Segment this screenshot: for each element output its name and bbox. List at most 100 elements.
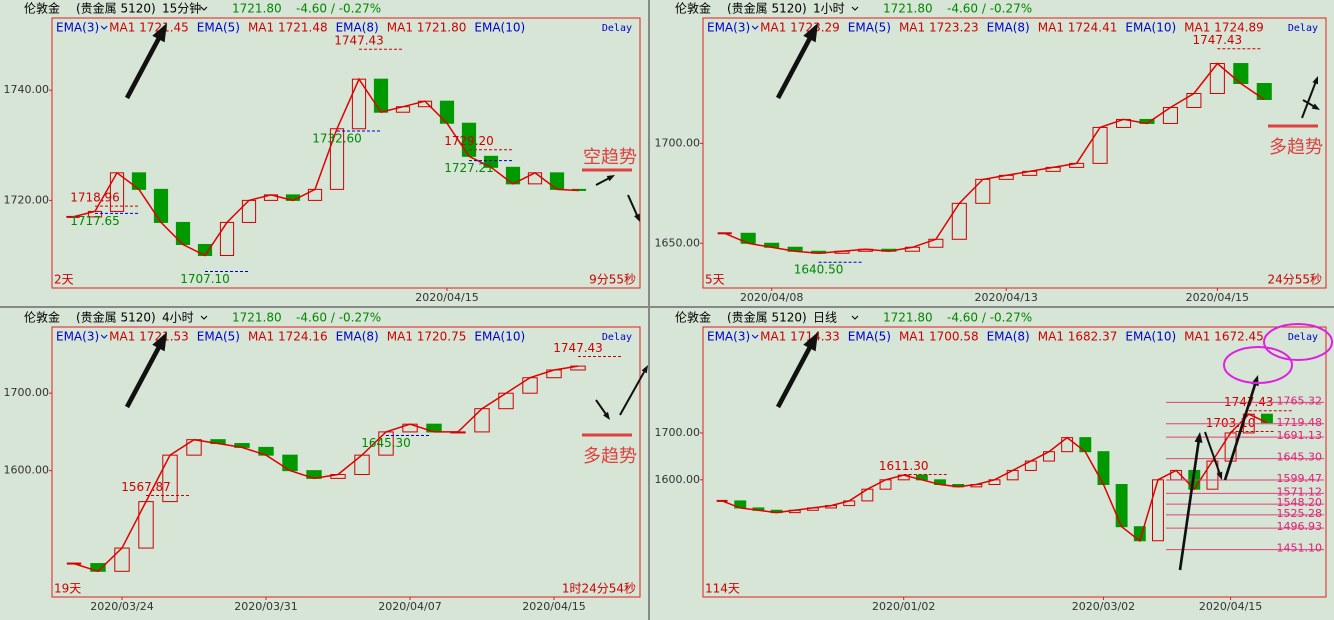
plot-frame — [702, 326, 1327, 598]
arrow — [627, 194, 640, 222]
arrow — [1178, 432, 1203, 571]
indicator-label: EMA(3) — [707, 330, 750, 344]
price-label: 1707.10 — [180, 272, 230, 286]
y-tick-label: 1720.00 — [4, 193, 50, 206]
trend-label: 空趋势 — [583, 147, 637, 168]
arrow — [124, 332, 167, 409]
dropdown-chevron — [751, 334, 759, 339]
elapsed-days: 114天 — [705, 582, 740, 596]
header-field: 15分钟 — [162, 1, 201, 16]
x-tick-label: 2020/03/02 — [1072, 600, 1135, 613]
indicator-label: EMA(5) — [848, 21, 891, 35]
level-label: 1548.20 — [1277, 496, 1323, 509]
arrow — [1301, 76, 1319, 119]
level-label: 1451.10 — [1277, 542, 1323, 555]
header-field: 伦敦金 — [675, 310, 711, 325]
indicator-label: EMA(8) — [987, 21, 1030, 35]
price-label: 1640.50 — [794, 263, 844, 277]
level-label: 1496.93 — [1277, 520, 1323, 533]
plot-frame — [51, 17, 641, 289]
arrow — [124, 23, 167, 100]
arrow — [1302, 99, 1320, 110]
y-tick-label: 1700.00 — [655, 136, 701, 149]
arrow — [1204, 431, 1223, 480]
header-field: 4小时 — [162, 311, 194, 325]
indicator-label: MA1 1721.45 — [109, 21, 189, 35]
indicator-label: EMA(3) — [56, 21, 99, 35]
header-field: 1721.80 — [883, 2, 933, 16]
x-tick-label: 2020/04/07 — [378, 600, 441, 613]
price-label: 1645.30 — [361, 436, 411, 450]
delay-label: Delay — [602, 23, 632, 34]
header-field: (贵金属 5120) — [727, 1, 807, 16]
dropdown-chevron — [200, 315, 208, 320]
candle — [1233, 63, 1249, 85]
header-field: 1721.80 — [883, 311, 933, 325]
x-tick-label: 2020/03/24 — [90, 600, 153, 613]
countdown: 1时24分54秒 — [562, 582, 636, 596]
indicator-label: MA1 1672.45 — [1184, 330, 1264, 344]
candle — [439, 100, 455, 124]
candle — [716, 499, 728, 502]
indicator-label: MA1 1700.58 — [899, 330, 979, 344]
indicator-label: EMA(10) — [474, 330, 525, 344]
plot-frame — [702, 17, 1327, 289]
header-field: -4.60 / -0.27% — [947, 311, 1032, 325]
y-tick-label: 1600.00 — [655, 473, 701, 486]
elapsed-days: 5天 — [705, 273, 725, 287]
dropdown-chevron — [100, 334, 108, 339]
level-label: 1571.12 — [1277, 485, 1323, 498]
x-tick-label: 2020/04/08 — [740, 291, 803, 304]
dropdown-chevron — [851, 6, 859, 11]
dropdown-chevron — [851, 315, 859, 320]
candle — [1260, 413, 1273, 424]
indicator-label: MA1 1720.75 — [387, 330, 467, 344]
indicator-label: EMA(10) — [474, 21, 525, 35]
price-label: 1747.43 — [553, 341, 603, 355]
candle — [1256, 83, 1272, 100]
indicator-label: MA1 1723.29 — [760, 21, 840, 35]
indicator-label: EMA(8) — [336, 21, 379, 35]
candle — [131, 172, 147, 190]
indicator-label: MA1 1682.37 — [1038, 330, 1118, 344]
candle — [1115, 484, 1128, 528]
dropdown-chevron — [100, 25, 108, 30]
level-label: 1719.48 — [1277, 416, 1323, 429]
indicator-label: EMA(8) — [987, 330, 1030, 344]
header-field: -4.60 / -0.27% — [296, 2, 381, 16]
indicator-label: MA1 1714.33 — [760, 330, 840, 344]
candle — [153, 188, 169, 223]
candle — [549, 172, 565, 190]
header-field: 伦敦金 — [24, 1, 60, 16]
y-tick-label: 1700.00 — [655, 426, 701, 439]
indicator-label: MA1 1721.53 — [109, 330, 189, 344]
header-field: 1小时 — [813, 2, 845, 16]
price-label: 1567.87 — [121, 480, 171, 494]
delay-label: Delay — [1288, 23, 1318, 34]
y-tick-label: 1600.00 — [4, 464, 50, 477]
y-tick-label: 1740.00 — [4, 83, 50, 96]
indicator-label: MA1 1721.80 — [387, 21, 467, 35]
delay-label: Delay — [602, 332, 632, 343]
highlight-circle — [1263, 323, 1333, 361]
indicator-label: EMA(10) — [1125, 330, 1176, 344]
price-label: 1703.10 — [1206, 416, 1256, 430]
header-field: 伦敦金 — [675, 1, 711, 16]
candle — [66, 562, 82, 565]
elapsed-days: 2天 — [54, 273, 74, 287]
header-field: (贵金属 5120) — [76, 310, 156, 325]
price-label: 1747.43 — [1193, 33, 1243, 47]
candle — [175, 221, 191, 245]
dropdown-chevron — [751, 25, 759, 30]
indicator-label: MA1 1724.16 — [248, 330, 328, 344]
price-label: 1747.43 — [334, 34, 384, 48]
indicator-label: EMA(5) — [848, 330, 891, 344]
close-line — [721, 413, 1268, 543]
header-field: 1721.80 — [232, 311, 282, 325]
level-label: 1765.32 — [1277, 394, 1323, 407]
indicator-label: EMA(8) — [336, 330, 379, 344]
x-tick-label: 2020/03/31 — [234, 600, 297, 613]
elapsed-days: 19天 — [54, 582, 81, 596]
